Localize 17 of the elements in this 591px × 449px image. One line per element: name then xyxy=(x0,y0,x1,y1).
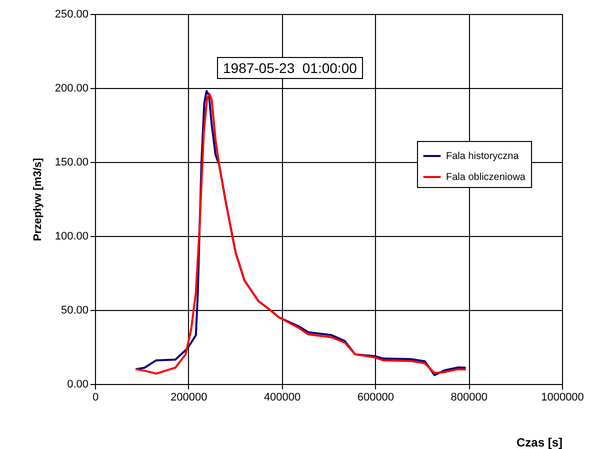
legend-label: Fala obliczeniowa xyxy=(446,172,526,183)
annotation: 1987-05-23 01:00:00 xyxy=(217,57,363,79)
y-tick-label: 50.00 xyxy=(60,304,88,316)
legend-label: Fala historyczna xyxy=(446,151,520,162)
y-tick-label: 250.00 xyxy=(54,8,88,20)
x-tick-label: 800000 xyxy=(450,392,488,404)
y-tick-label: 0.00 xyxy=(67,378,88,390)
y-tick-label: 150.00 xyxy=(54,156,88,168)
x-tick-label: 1000000 xyxy=(541,392,584,404)
x-tick-label: 0 xyxy=(92,392,99,404)
x-axis-title: Czas [s] xyxy=(516,436,562,449)
x-tick-label: 600000 xyxy=(357,392,394,404)
x-tick-label: 200000 xyxy=(170,392,208,404)
y-tick-label: 100.00 xyxy=(54,230,88,242)
y-axis-title: Przepływ [m3/s] xyxy=(32,158,44,242)
x-tick-label: 400000 xyxy=(264,392,301,404)
y-tick-label: 200.00 xyxy=(54,82,88,94)
